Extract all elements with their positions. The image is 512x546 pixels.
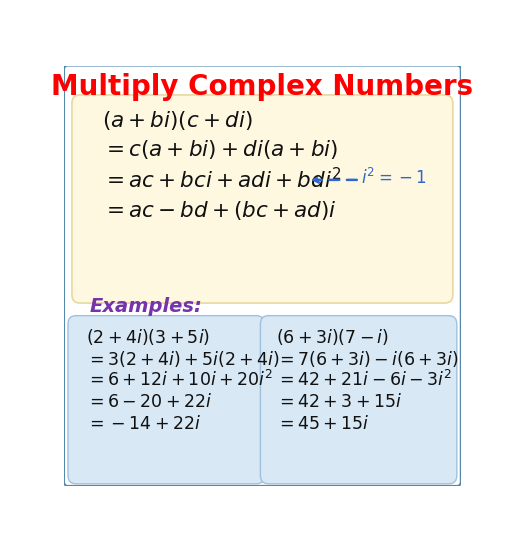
- Text: $=c(a+bi)+di(a+bi)$: $=c(a+bi)+di(a+bi)$: [102, 138, 338, 161]
- Text: $=42+3+15i$: $=42+3+15i$: [276, 393, 402, 411]
- Text: $(2+4i)(3+5i)$: $(2+4i)(3+5i)$: [86, 327, 210, 347]
- FancyBboxPatch shape: [64, 66, 461, 486]
- Text: $=ac-bd+(bc+ad)i$: $=ac-bd+(bc+ad)i$: [102, 199, 336, 222]
- FancyBboxPatch shape: [68, 316, 264, 484]
- FancyBboxPatch shape: [261, 316, 457, 484]
- Text: $=6-20+22i$: $=6-20+22i$: [86, 393, 212, 411]
- Text: $=ac+bci+adi+bdi^{2}$: $=ac+bci+adi+bdi^{2}$: [102, 167, 342, 193]
- Text: $(a+bi)(c+di)$: $(a+bi)(c+di)$: [102, 109, 252, 132]
- Text: $=-14+22i$: $=-14+22i$: [86, 415, 201, 433]
- Text: $(6+3i)(7-i)$: $(6+3i)(7-i)$: [276, 327, 389, 347]
- Text: $=7(6+3i)-i(6+3i)$: $=7(6+3i)-i(6+3i)$: [276, 348, 459, 369]
- Text: $i^{2}=-1$: $i^{2}=-1$: [361, 168, 426, 188]
- Text: $=42+21i-6i-3i^{2}$: $=42+21i-6i-3i^{2}$: [276, 370, 452, 390]
- Text: Examples:: Examples:: [90, 296, 203, 316]
- FancyBboxPatch shape: [72, 95, 453, 303]
- Text: $=45+15i$: $=45+15i$: [276, 415, 370, 433]
- Text: Multiply Complex Numbers: Multiply Complex Numbers: [51, 73, 474, 102]
- Text: $=6+12i+10i+20i^{2}$: $=6+12i+10i+20i^{2}$: [86, 370, 273, 390]
- Text: $=3(2+4i)+5i(2+4i)$: $=3(2+4i)+5i(2+4i)$: [86, 348, 280, 369]
